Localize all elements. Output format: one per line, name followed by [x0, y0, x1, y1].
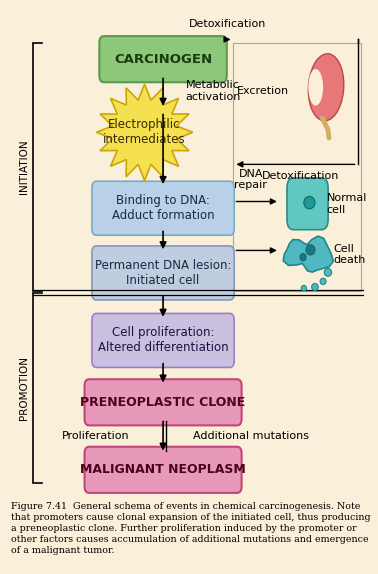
- Text: Proliferation: Proliferation: [62, 430, 130, 440]
- Ellipse shape: [301, 285, 307, 291]
- Text: Normal
cell: Normal cell: [327, 193, 367, 215]
- Text: CARCINOGEN: CARCINOGEN: [114, 53, 212, 65]
- Text: MALIGNANT NEOPLASM: MALIGNANT NEOPLASM: [80, 463, 246, 476]
- Ellipse shape: [306, 245, 315, 255]
- Text: PROMOTION: PROMOTION: [19, 356, 29, 420]
- Polygon shape: [96, 84, 193, 180]
- Ellipse shape: [324, 269, 332, 276]
- Text: INITIATION: INITIATION: [19, 140, 29, 195]
- FancyBboxPatch shape: [92, 246, 234, 300]
- Polygon shape: [283, 236, 333, 272]
- FancyBboxPatch shape: [92, 181, 234, 235]
- FancyBboxPatch shape: [92, 313, 234, 367]
- FancyBboxPatch shape: [287, 178, 328, 230]
- FancyBboxPatch shape: [85, 379, 242, 425]
- Text: DNA
repair: DNA repair: [234, 169, 267, 190]
- Text: Electrophilic
intermediates: Electrophilic intermediates: [103, 118, 186, 146]
- Ellipse shape: [304, 196, 315, 209]
- Text: PRENEOPLASTIC CLONE: PRENEOPLASTIC CLONE: [81, 396, 246, 409]
- Text: Metabolic
activation: Metabolic activation: [185, 80, 241, 102]
- Text: Additional mutations: Additional mutations: [193, 430, 309, 440]
- Text: Excretion: Excretion: [237, 86, 289, 96]
- Ellipse shape: [308, 69, 323, 106]
- FancyBboxPatch shape: [85, 447, 242, 493]
- Text: Cell
death: Cell death: [333, 243, 366, 265]
- Ellipse shape: [300, 254, 306, 261]
- Ellipse shape: [320, 278, 326, 285]
- Text: Figure 7.41  General schema of events in chemical carcinogenesis. Note
that prom: Figure 7.41 General schema of events in …: [11, 502, 371, 555]
- Text: Detoxification: Detoxification: [189, 20, 266, 29]
- FancyBboxPatch shape: [99, 36, 227, 82]
- Ellipse shape: [311, 284, 318, 290]
- Text: Permanent DNA lesion:
Initiated cell: Permanent DNA lesion: Initiated cell: [95, 259, 231, 287]
- Text: Binding to DNA:
Adduct formation: Binding to DNA: Adduct formation: [112, 194, 214, 222]
- Text: Detoxification: Detoxification: [262, 171, 340, 181]
- Ellipse shape: [308, 54, 344, 121]
- Text: Cell proliferation:
Altered differentiation: Cell proliferation: Altered differentiat…: [98, 327, 228, 354]
